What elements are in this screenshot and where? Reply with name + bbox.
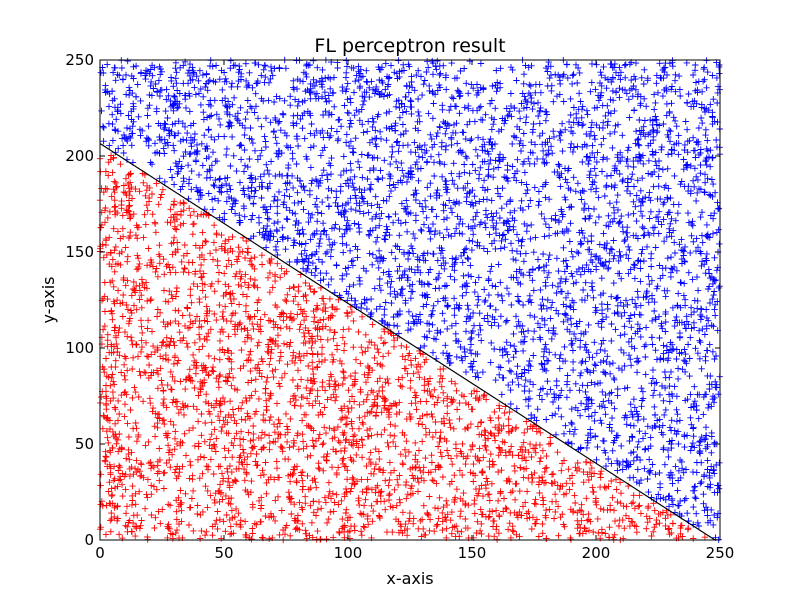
data-points bbox=[96, 56, 723, 544]
decision-boundary-line bbox=[99, 143, 716, 541]
y-tick-label: 250 bbox=[65, 51, 94, 69]
plot-area-frame bbox=[99, 59, 721, 541]
x-axis-label: x-axis bbox=[386, 569, 433, 588]
x-tick-label: 200 bbox=[582, 544, 611, 562]
y-tick-label: 150 bbox=[65, 243, 94, 261]
y-tick-label: 100 bbox=[65, 339, 94, 357]
x-tick-label: 50 bbox=[214, 544, 233, 562]
series-0-points bbox=[97, 56, 723, 543]
series-1-points bbox=[96, 152, 709, 544]
axis-ticks: 0 50 100 150 200 250 0 50 100 150 200 250 bbox=[65, 51, 734, 562]
y-tick-label: 200 bbox=[65, 147, 94, 165]
x-tick-label: 100 bbox=[334, 544, 363, 562]
y-tick-label: 50 bbox=[75, 435, 94, 453]
y-axis-label: y-axis bbox=[39, 276, 58, 323]
x-tick-label: 250 bbox=[706, 544, 735, 562]
y-tick-label: 0 bbox=[84, 531, 94, 549]
decision-boundary-layer bbox=[99, 143, 716, 541]
chart-title: FL perceptron result bbox=[314, 35, 505, 57]
x-tick-label: 150 bbox=[458, 544, 487, 562]
x-tick-label: 0 bbox=[95, 544, 105, 562]
